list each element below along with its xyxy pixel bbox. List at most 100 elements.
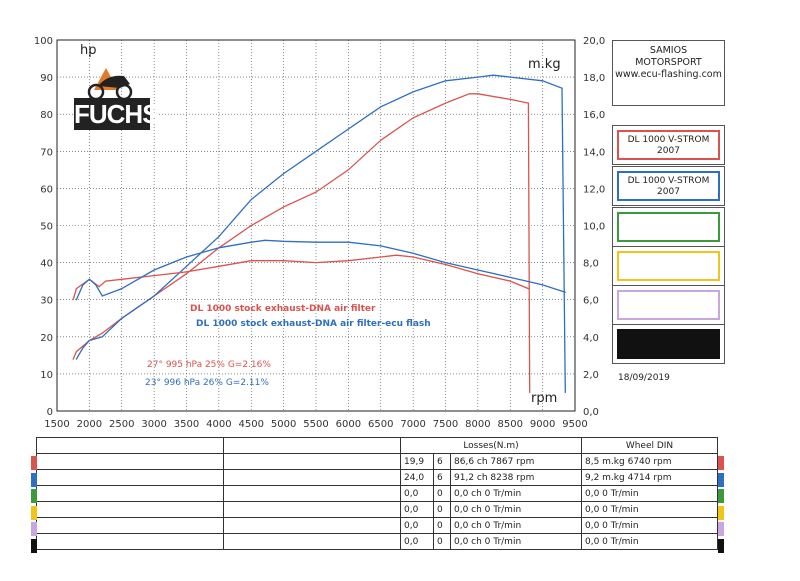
brand-line2: MOTORSPORT	[635, 57, 702, 68]
torque-cell: 0,0 0 Tr/min	[581, 501, 718, 518]
blank-cell	[36, 533, 224, 550]
table-row: 0,0 0 0,0 ch 0 Tr/min 0,0 0 Tr/min	[36, 533, 718, 550]
data-point	[82, 347, 84, 349]
y-left-tick-label: 0	[47, 407, 53, 418]
x-tick-label: 8500	[498, 419, 523, 430]
series-line-torque-2	[72, 254, 529, 300]
data-point	[380, 256, 382, 258]
loss-cell: 0,0	[400, 485, 434, 502]
x-tick-label: 5000	[271, 419, 296, 430]
blank-cell	[223, 517, 401, 534]
data-point	[250, 260, 252, 262]
data-point	[542, 284, 544, 286]
y-right-tick-label: 4,0	[583, 333, 599, 344]
table-row: 0,0 0 0,0 ch 0 Tr/min 0,0 0 Tr/min	[36, 517, 718, 534]
fuchs-logo: FUCHS	[74, 62, 160, 132]
data-point	[315, 241, 317, 243]
power-cell: 0,0 ch 0 Tr/min	[450, 485, 582, 502]
y-right-tick-label: 16,0	[583, 110, 605, 121]
note-blue: DL 1000 stock exhaust-DNA air filter-ecu…	[196, 319, 431, 329]
y-right-tick-label: 20,0	[583, 36, 605, 47]
row-color-stripe	[718, 456, 724, 470]
motorcycle-icon	[87, 68, 133, 101]
data-point	[412, 252, 414, 254]
data-point	[88, 278, 90, 280]
y-right-tick-label: 14,0	[583, 147, 605, 158]
table-row: 19,9 6 86,6 ch 7867 rpm 8,5 m.kg 6740 rpm	[36, 453, 718, 470]
brand-box: SAMIOS MOTORSPORT www.ecu-flashing.com	[612, 40, 725, 106]
data-point	[101, 336, 103, 338]
data-point	[185, 271, 188, 273]
power-cell: 86,6 ch 7867 rpm	[450, 453, 582, 470]
table-row: 0,0 0 0,0 ch 0 Tr/min 0,0 0 Tr/min	[36, 485, 718, 502]
blank-cell	[36, 485, 224, 502]
data-point	[72, 299, 74, 301]
data-point	[527, 288, 530, 290]
data-point	[509, 76, 511, 78]
gear-cell: 0	[433, 517, 451, 534]
legend-title: DL 1000 V-STROM	[627, 135, 710, 145]
table-row: 0,0 0 0,0 ch 0 Tr/min 0,0 0 Tr/min	[36, 501, 718, 518]
y-left-tick-label: 60	[40, 184, 53, 195]
torque-cell: 8,5 m.kg 6740 rpm	[581, 453, 718, 470]
blank-cell	[223, 485, 401, 502]
series-line-torque-3	[75, 239, 566, 300]
data-point	[412, 91, 414, 93]
data-point	[250, 241, 252, 243]
results-table: Losses(N.m) Wheel DIN 19,9 6 86,6 ch 7867 …	[36, 437, 718, 550]
chart-axes: 0 0,0 10 2,0 20 4,0 30 6,0 40 8,0 50 10,0 60 12,0 70 14…	[34, 36, 605, 430]
x-tick-label: 7500	[433, 419, 458, 430]
gear-cell: 6	[433, 453, 451, 470]
row-color-stripe	[31, 505, 37, 520]
y-left-tick-label: 20	[40, 333, 53, 344]
gear-cell: 0	[433, 501, 451, 518]
data-point	[121, 278, 123, 280]
data-point	[185, 273, 188, 275]
din-header: Wheel DIN	[581, 437, 718, 454]
torque-cell: 9,2 m.kg 4714 rpm	[581, 469, 718, 486]
x-tick-label: 6000	[336, 419, 361, 430]
data-point	[444, 263, 447, 266]
data-point	[315, 150, 317, 152]
legend-entry	[612, 207, 725, 247]
x-tick-label: 4000	[206, 419, 231, 430]
gear-cell: 6	[433, 469, 451, 486]
dyno-chart: 0 0,0 10 2,0 20 4,0 30 6,0 40 8,0 50 10,0 60 12,0 70 14…	[34, 36, 605, 430]
y-left-tick-label: 30	[40, 296, 53, 307]
data-point	[75, 358, 77, 360]
data-point	[529, 391, 531, 393]
data-point	[283, 173, 285, 175]
legend-year: 2007	[657, 146, 680, 156]
power-cell: 0,0 ch 0 Tr/min	[450, 533, 582, 550]
data-point	[509, 280, 511, 282]
data-point	[477, 273, 479, 275]
x-tick-label: 3000	[141, 419, 166, 430]
data-point	[218, 265, 220, 267]
brand-line1: SAMIOS	[649, 45, 688, 56]
data-point	[564, 291, 566, 293]
data-point	[477, 93, 479, 95]
data-point	[315, 191, 317, 193]
data-point	[283, 260, 285, 262]
loss-cell: 0,0	[400, 533, 434, 550]
torque-cell: 0,0 0 Tr/min	[581, 533, 718, 550]
y-left-tick-label: 50	[40, 222, 53, 233]
data-point	[561, 87, 563, 89]
legend-entry	[612, 285, 725, 325]
x-tick-label: 6500	[368, 419, 393, 430]
legend-swatch	[617, 251, 720, 281]
data-point	[101, 332, 103, 334]
x-tick-label: 1500	[44, 419, 69, 430]
x-tick-label: 8000	[465, 419, 490, 430]
data-point	[527, 102, 530, 104]
data-point	[105, 280, 107, 282]
data-point	[82, 284, 84, 286]
torque-cell: 0,0 0 Tr/min	[581, 485, 718, 502]
data-point	[347, 128, 349, 130]
x-label: rpm	[531, 391, 557, 406]
legend-title: DL 1000 V-STROM	[627, 176, 710, 186]
plot-frame	[56, 39, 576, 412]
data-point	[250, 224, 252, 227]
legend-swatch	[617, 290, 720, 320]
data-point	[101, 295, 103, 297]
